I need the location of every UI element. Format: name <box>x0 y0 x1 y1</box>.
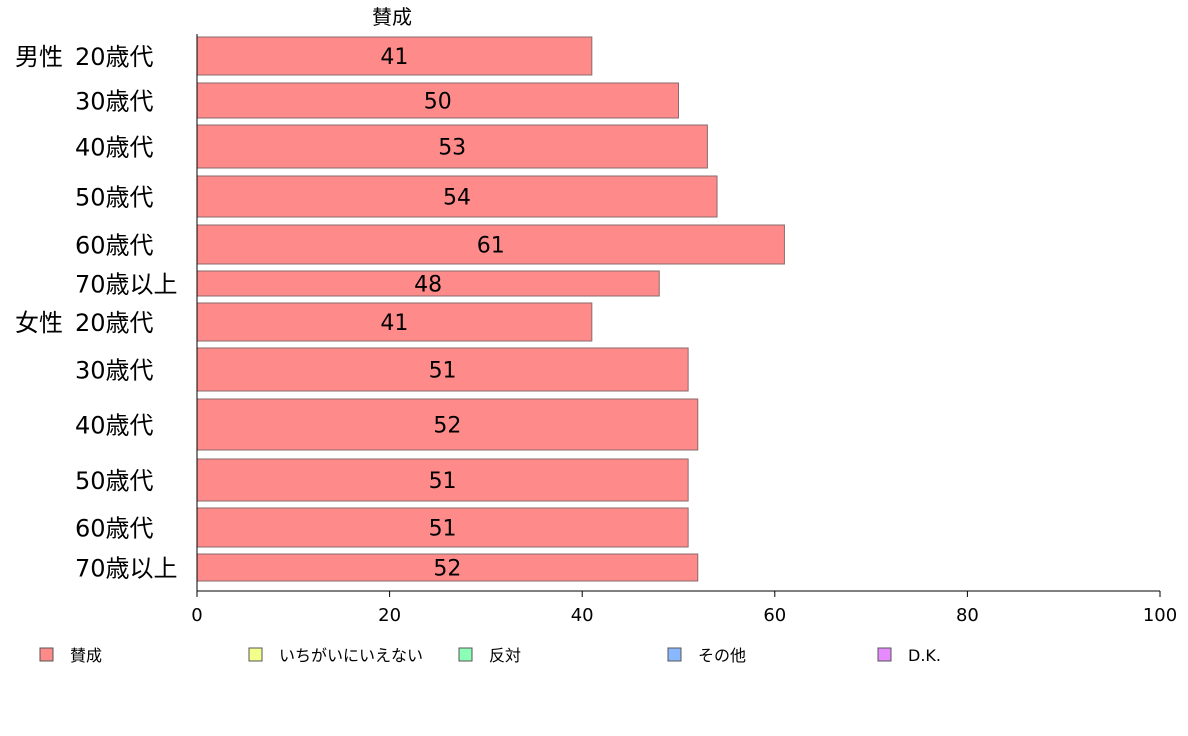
x-tick-label: 100 <box>1143 605 1177 626</box>
bar-value-label: 53 <box>438 136 466 161</box>
legend: 賛成 いちがいにいえない 反対 その他 D.K. <box>39 646 941 665</box>
x-axis: 0 20 40 60 80 100 <box>191 34 1177 626</box>
category-label: 60歳代 <box>75 515 154 543</box>
legend-label: D.K. <box>908 646 941 665</box>
legend-label: いちがいにいえない <box>279 646 423 665</box>
bar-value-label: 48 <box>414 273 442 298</box>
bar-value-label: 54 <box>443 186 471 211</box>
category-label: 50歳代 <box>75 184 154 212</box>
legend-label: その他 <box>698 646 746 665</box>
bar-value-label: 41 <box>380 45 408 70</box>
legend-label: 賛成 <box>70 646 102 665</box>
bar-value-label: 51 <box>429 359 457 384</box>
legend-swatch <box>667 647 682 662</box>
x-tick-label: 80 <box>956 605 979 626</box>
legend-swatch <box>877 647 892 662</box>
category-label: 40歳代 <box>75 134 154 162</box>
bar-value-label: 51 <box>429 517 457 542</box>
category-label: 70歳以上 <box>75 271 178 299</box>
category-label: 50歳代 <box>75 467 154 495</box>
bar-value-label: 52 <box>433 557 461 582</box>
bar-value-label: 51 <box>429 469 457 494</box>
x-tick-label: 40 <box>571 605 594 626</box>
legend-swatch <box>458 647 473 662</box>
legend-label: 反対 <box>489 646 521 665</box>
category-label: 60歳代 <box>75 232 154 260</box>
bar-segment <box>196 553 699 582</box>
category-label: 30歳代 <box>75 88 154 116</box>
bar-value-label: 50 <box>424 90 452 115</box>
category-label: 20歳代 <box>75 43 154 71</box>
category-label: 20歳代 <box>75 309 154 337</box>
group-label: 女性 <box>15 309 63 337</box>
bar-segment <box>196 302 593 342</box>
bar-area: 20歳代 41 30歳代 50 40歳代 53 50歳代 54 60歳代 61 70歳以上 48 20歳… <box>15 36 785 583</box>
bar-segment <box>196 82 679 119</box>
bar-value-label: 61 <box>477 234 505 259</box>
x-tick-label: 20 <box>378 605 401 626</box>
x-tick-label: 0 <box>191 605 202 626</box>
category-label: 40歳代 <box>75 412 154 440</box>
bar-value-label: 41 <box>380 311 408 336</box>
bar-segment <box>196 458 689 502</box>
category-label: 30歳代 <box>75 357 154 385</box>
column-header: 賛成 <box>372 5 412 29</box>
bar-value-label: 52 <box>433 414 461 439</box>
bar-segment <box>196 175 718 218</box>
x-tick-label: 60 <box>763 605 786 626</box>
group-label: 男性 <box>15 43 63 71</box>
bar-segment <box>196 224 785 265</box>
bar-segment <box>196 36 593 76</box>
bar-segment <box>196 124 708 169</box>
category-label: 70歳以上 <box>75 555 178 583</box>
legend-swatch <box>248 647 263 662</box>
legend-swatch <box>39 647 54 662</box>
bar-segment <box>196 507 689 548</box>
